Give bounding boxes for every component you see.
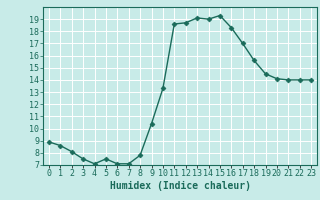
X-axis label: Humidex (Indice chaleur): Humidex (Indice chaleur) [109,181,251,191]
